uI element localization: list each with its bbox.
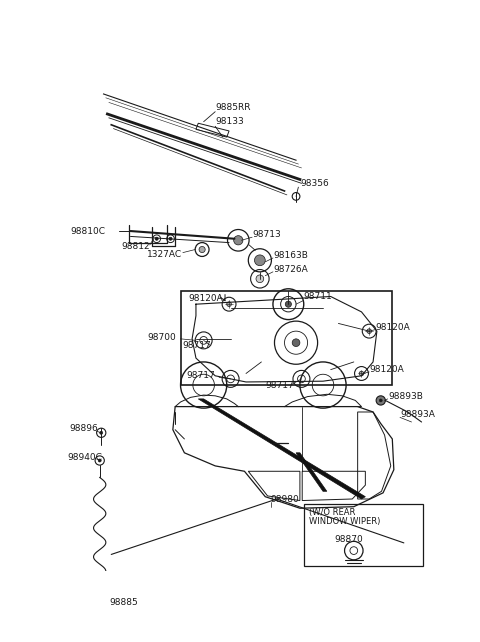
- Circle shape: [292, 339, 300, 347]
- Text: 98870: 98870: [335, 535, 363, 544]
- Circle shape: [256, 275, 264, 282]
- Text: 98717: 98717: [186, 371, 215, 380]
- Circle shape: [359, 371, 364, 376]
- Text: 98356: 98356: [300, 179, 329, 188]
- Text: 98133: 98133: [215, 117, 244, 126]
- Circle shape: [100, 431, 103, 435]
- Text: 98810C: 98810C: [71, 227, 106, 236]
- Circle shape: [199, 247, 205, 252]
- Circle shape: [227, 302, 231, 306]
- Circle shape: [234, 236, 243, 245]
- Text: 98717: 98717: [265, 381, 294, 390]
- Text: 98713: 98713: [252, 230, 281, 239]
- Text: 98711: 98711: [304, 292, 333, 301]
- Text: 98896: 98896: [69, 424, 97, 433]
- Circle shape: [169, 237, 172, 240]
- Text: 98163B: 98163B: [274, 251, 309, 260]
- Text: 98812: 98812: [121, 242, 150, 251]
- Text: 1327AC: 1327AC: [147, 250, 182, 259]
- Polygon shape: [296, 453, 327, 491]
- Text: WINDOW WIPER): WINDOW WIPER): [309, 517, 381, 526]
- Circle shape: [285, 301, 291, 308]
- Bar: [304, 505, 423, 566]
- Circle shape: [98, 459, 101, 462]
- Circle shape: [376, 396, 385, 405]
- Text: 98885: 98885: [109, 598, 138, 607]
- Text: 9885RR: 9885RR: [215, 103, 251, 112]
- Text: (W/O REAR: (W/O REAR: [309, 508, 356, 517]
- Circle shape: [367, 329, 372, 333]
- Text: 98120A: 98120A: [188, 294, 223, 303]
- Text: 98726A: 98726A: [274, 265, 309, 274]
- Polygon shape: [198, 399, 365, 499]
- Text: 98120A: 98120A: [375, 323, 410, 332]
- Text: 98893B: 98893B: [388, 392, 423, 401]
- Bar: [180, 291, 392, 385]
- Text: 98980: 98980: [271, 494, 300, 503]
- Circle shape: [155, 237, 158, 240]
- Text: 98893A: 98893A: [400, 410, 435, 419]
- Circle shape: [254, 255, 265, 266]
- Text: 98700: 98700: [147, 333, 176, 342]
- Circle shape: [379, 399, 382, 402]
- Text: 98940C: 98940C: [67, 453, 102, 462]
- Text: 98717: 98717: [183, 340, 212, 349]
- Text: 98120A: 98120A: [369, 365, 404, 374]
